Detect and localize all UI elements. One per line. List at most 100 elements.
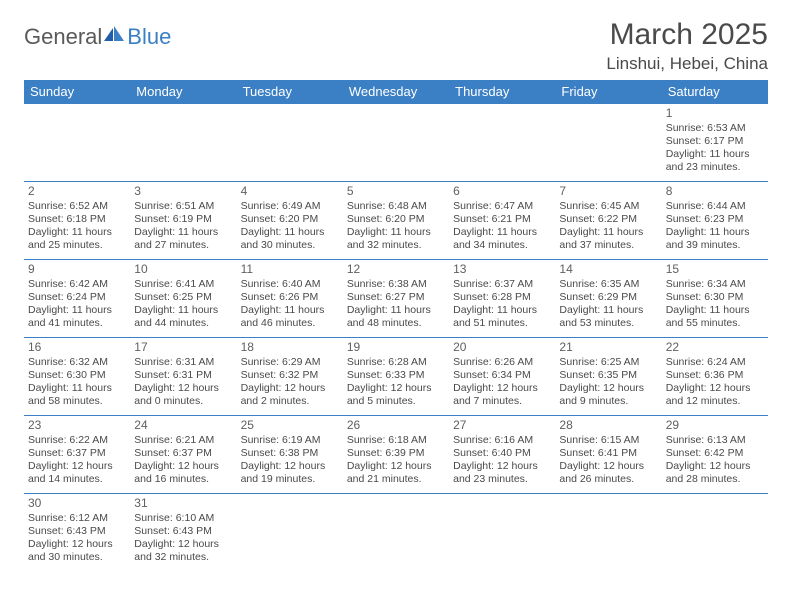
calendar-cell [449, 104, 555, 182]
sunset-line: Sunset: 6:43 PM [134, 525, 232, 538]
daylight-line: Daylight: 12 hours and 0 minutes. [134, 382, 232, 408]
day-number: 31 [134, 496, 232, 511]
sunrise-line: Sunrise: 6:15 AM [559, 434, 657, 447]
sunset-line: Sunset: 6:41 PM [559, 447, 657, 460]
sunrise-line: Sunrise: 6:22 AM [28, 434, 126, 447]
daylight-line: Daylight: 11 hours and 32 minutes. [347, 226, 445, 252]
sunset-line: Sunset: 6:22 PM [559, 213, 657, 226]
calendar-cell [343, 104, 449, 182]
sunset-line: Sunset: 6:21 PM [453, 213, 551, 226]
day-number: 29 [666, 418, 764, 433]
sunset-line: Sunset: 6:27 PM [347, 291, 445, 304]
day-number: 19 [347, 340, 445, 355]
calendar-cell: 25Sunrise: 6:19 AMSunset: 6:38 PMDayligh… [237, 416, 343, 494]
calendar-cell: 13Sunrise: 6:37 AMSunset: 6:28 PMDayligh… [449, 260, 555, 338]
logo-text-blue: Blue [127, 24, 171, 50]
sunset-line: Sunset: 6:29 PM [559, 291, 657, 304]
sail-icon [103, 26, 125, 49]
sunset-line: Sunset: 6:23 PM [666, 213, 764, 226]
sunrise-line: Sunrise: 6:18 AM [347, 434, 445, 447]
sunrise-line: Sunrise: 6:49 AM [241, 200, 339, 213]
sunrise-line: Sunrise: 6:42 AM [28, 278, 126, 291]
day-number: 30 [28, 496, 126, 511]
weekday-header: Tuesday [237, 80, 343, 104]
daylight-line: Daylight: 12 hours and 12 minutes. [666, 382, 764, 408]
sunset-line: Sunset: 6:33 PM [347, 369, 445, 382]
daylight-line: Daylight: 12 hours and 5 minutes. [347, 382, 445, 408]
daylight-line: Daylight: 12 hours and 32 minutes. [134, 538, 232, 564]
daylight-line: Daylight: 12 hours and 7 minutes. [453, 382, 551, 408]
sunset-line: Sunset: 6:32 PM [241, 369, 339, 382]
sunset-line: Sunset: 6:38 PM [241, 447, 339, 460]
calendar-cell: 1Sunrise: 6:53 AMSunset: 6:17 PMDaylight… [662, 104, 768, 182]
sunrise-line: Sunrise: 6:47 AM [453, 200, 551, 213]
calendar-cell: 11Sunrise: 6:40 AMSunset: 6:26 PMDayligh… [237, 260, 343, 338]
day-number: 28 [559, 418, 657, 433]
sunrise-line: Sunrise: 6:41 AM [134, 278, 232, 291]
calendar-cell: 20Sunrise: 6:26 AMSunset: 6:34 PMDayligh… [449, 338, 555, 416]
sunrise-line: Sunrise: 6:28 AM [347, 356, 445, 369]
calendar-cell: 21Sunrise: 6:25 AMSunset: 6:35 PMDayligh… [555, 338, 661, 416]
weekday-header: Saturday [662, 80, 768, 104]
daylight-line: Daylight: 12 hours and 16 minutes. [134, 460, 232, 486]
daylight-line: Daylight: 12 hours and 28 minutes. [666, 460, 764, 486]
daylight-line: Daylight: 12 hours and 30 minutes. [28, 538, 126, 564]
weekday-header: Monday [130, 80, 236, 104]
sunrise-line: Sunrise: 6:29 AM [241, 356, 339, 369]
sunrise-line: Sunrise: 6:34 AM [666, 278, 764, 291]
daylight-line: Daylight: 11 hours and 46 minutes. [241, 304, 339, 330]
sunset-line: Sunset: 6:24 PM [28, 291, 126, 304]
sunrise-line: Sunrise: 6:13 AM [666, 434, 764, 447]
sunset-line: Sunset: 6:34 PM [453, 369, 551, 382]
header: General Blue March 2025 Linshui, Hebei, … [24, 18, 768, 74]
calendar-cell [662, 494, 768, 572]
daylight-line: Daylight: 11 hours and 27 minutes. [134, 226, 232, 252]
day-number: 12 [347, 262, 445, 277]
daylight-line: Daylight: 11 hours and 39 minutes. [666, 226, 764, 252]
day-number: 23 [28, 418, 126, 433]
sunset-line: Sunset: 6:20 PM [347, 213, 445, 226]
calendar-cell: 24Sunrise: 6:21 AMSunset: 6:37 PMDayligh… [130, 416, 236, 494]
weekday-header: Wednesday [343, 80, 449, 104]
sunrise-line: Sunrise: 6:19 AM [241, 434, 339, 447]
calendar-cell [237, 104, 343, 182]
day-number: 24 [134, 418, 232, 433]
calendar-cell [555, 104, 661, 182]
sunset-line: Sunset: 6:25 PM [134, 291, 232, 304]
calendar-body: 1Sunrise: 6:53 AMSunset: 6:17 PMDaylight… [24, 104, 768, 572]
calendar-cell: 17Sunrise: 6:31 AMSunset: 6:31 PMDayligh… [130, 338, 236, 416]
day-number: 5 [347, 184, 445, 199]
calendar-cell: 4Sunrise: 6:49 AMSunset: 6:20 PMDaylight… [237, 182, 343, 260]
daylight-line: Daylight: 11 hours and 41 minutes. [28, 304, 126, 330]
sunrise-line: Sunrise: 6:37 AM [453, 278, 551, 291]
day-number: 15 [666, 262, 764, 277]
calendar-cell: 15Sunrise: 6:34 AMSunset: 6:30 PMDayligh… [662, 260, 768, 338]
sunrise-line: Sunrise: 6:40 AM [241, 278, 339, 291]
sunrise-line: Sunrise: 6:45 AM [559, 200, 657, 213]
calendar-cell: 10Sunrise: 6:41 AMSunset: 6:25 PMDayligh… [130, 260, 236, 338]
daylight-line: Daylight: 12 hours and 9 minutes. [559, 382, 657, 408]
daylight-line: Daylight: 11 hours and 58 minutes. [28, 382, 126, 408]
sunrise-line: Sunrise: 6:52 AM [28, 200, 126, 213]
sunset-line: Sunset: 6:36 PM [666, 369, 764, 382]
sunrise-line: Sunrise: 6:38 AM [347, 278, 445, 291]
sunset-line: Sunset: 6:18 PM [28, 213, 126, 226]
calendar-cell: 8Sunrise: 6:44 AMSunset: 6:23 PMDaylight… [662, 182, 768, 260]
sunrise-line: Sunrise: 6:21 AM [134, 434, 232, 447]
daylight-line: Daylight: 12 hours and 21 minutes. [347, 460, 445, 486]
calendar-cell: 26Sunrise: 6:18 AMSunset: 6:39 PMDayligh… [343, 416, 449, 494]
logo: General Blue [24, 24, 171, 50]
title-block: March 2025 Linshui, Hebei, China [606, 18, 768, 74]
day-number: 10 [134, 262, 232, 277]
calendar-cell: 5Sunrise: 6:48 AMSunset: 6:20 PMDaylight… [343, 182, 449, 260]
calendar-cell [555, 494, 661, 572]
sunrise-line: Sunrise: 6:44 AM [666, 200, 764, 213]
calendar-cell: 22Sunrise: 6:24 AMSunset: 6:36 PMDayligh… [662, 338, 768, 416]
day-number: 9 [28, 262, 126, 277]
day-number: 13 [453, 262, 551, 277]
calendar-cell: 30Sunrise: 6:12 AMSunset: 6:43 PMDayligh… [24, 494, 130, 572]
day-number: 21 [559, 340, 657, 355]
day-number: 8 [666, 184, 764, 199]
daylight-line: Daylight: 11 hours and 51 minutes. [453, 304, 551, 330]
daylight-line: Daylight: 12 hours and 19 minutes. [241, 460, 339, 486]
